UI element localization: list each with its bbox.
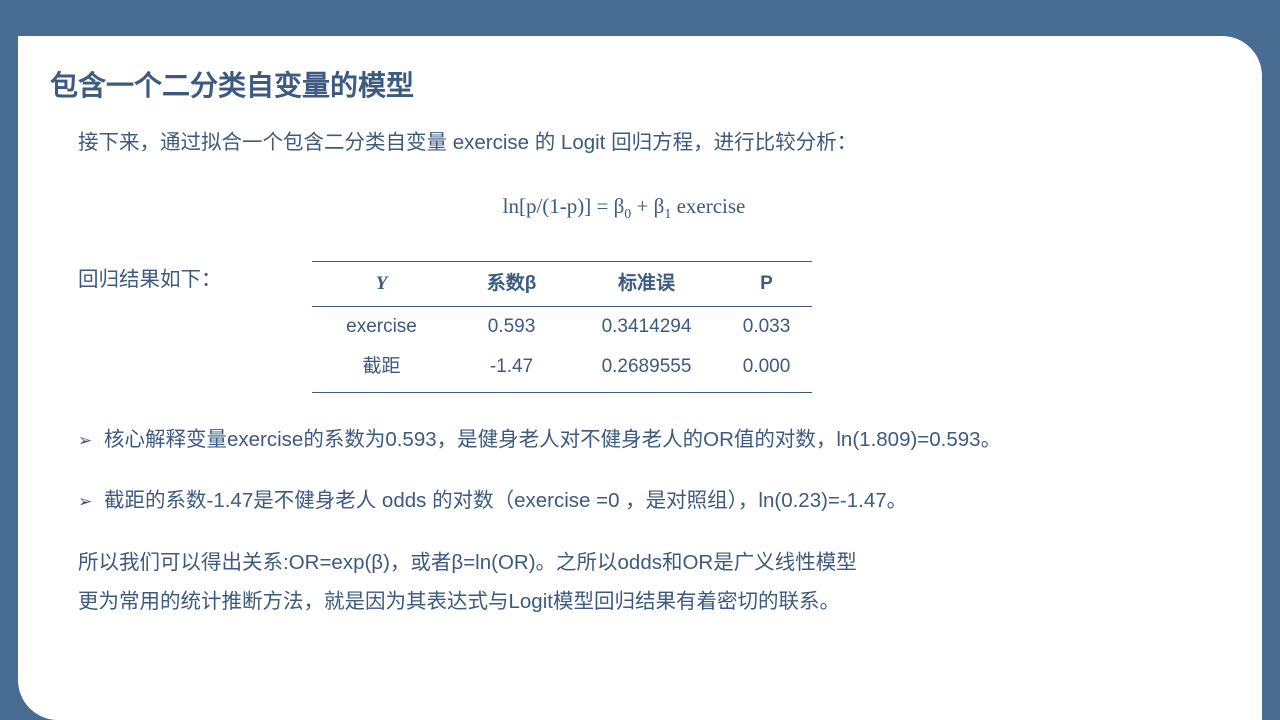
conclusion-line: 所以我们可以得出关系:OR=exp(β)，或者β=ln(OR)。之所以odds和…	[78, 544, 1230, 583]
cell-p: 0.000	[722, 347, 812, 392]
bullet-arrow-icon: ➢	[78, 484, 104, 519]
result-label: 回归结果如下：	[78, 261, 222, 298]
cell-se: 0.2689555	[572, 347, 722, 392]
conclusion: 所以我们可以得出关系:OR=exp(β)，或者β=ln(OR)。之所以odds和…	[78, 544, 1230, 622]
conclusion-line: 更为常用的统计推断方法，就是因为其表达式与Logit模型回归结果有着密切的联系。	[78, 583, 1230, 622]
bullet-text: 核心解释变量exercise的系数为0.593，是健身老人对不健身老人的OR值的…	[104, 423, 1001, 458]
cell-beta: -1.47	[452, 347, 572, 392]
bullet-arrow-icon: ➢	[78, 423, 104, 458]
eq-mid: + β	[631, 194, 664, 218]
th-p: P	[722, 261, 812, 306]
slide-content: 接下来，通过拟合一个包含二分类自变量 exercise 的 Logit 回归方程…	[50, 126, 1230, 622]
slide-title: 包含一个二分类自变量的模型	[50, 64, 1230, 104]
table-row: exercise 0.593 0.3414294 0.033	[312, 307, 812, 348]
bullet-item: ➢ 截距的系数-1.47是不健身老人 odds 的对数（exercise =0 …	[78, 484, 1230, 519]
cell-se: 0.3414294	[572, 307, 722, 348]
intro-text: 接下来，通过拟合一个包含二分类自变量 exercise 的 Logit 回归方程…	[78, 126, 1230, 161]
th-se: 标准误	[572, 261, 722, 306]
bullet-list: ➢ 核心解释变量exercise的系数为0.593，是健身老人对不健身老人的OR…	[78, 423, 1230, 519]
cell-beta: 0.593	[452, 307, 572, 348]
cell-y: 截距	[312, 347, 452, 392]
cell-p: 0.033	[722, 307, 812, 348]
result-row: 回归结果如下： Y 系数β 标准误 P	[78, 261, 1230, 393]
bullet-item: ➢ 核心解释变量exercise的系数为0.593，是健身老人对不健身老人的OR…	[78, 423, 1230, 458]
table-row: 截距 -1.47 0.2689555 0.000	[312, 347, 812, 392]
regression-table: Y 系数β 标准误 P exercise 0.593 0.3414294 0.0…	[312, 261, 812, 393]
cell-y: exercise	[312, 307, 452, 348]
th-y: Y	[312, 261, 452, 306]
equation: ln[p/(1-p)] = β0 + β1 exercise	[78, 189, 1230, 227]
th-beta: 系数β	[452, 261, 572, 306]
eq-rhs: exercise	[671, 194, 745, 218]
slide: 包含一个二分类自变量的模型 接下来，通过拟合一个包含二分类自变量 exercis…	[18, 36, 1262, 720]
eq-lhs: ln[p/(1-p)] = β	[503, 194, 625, 218]
bullet-text: 截距的系数-1.47是不健身老人 odds 的对数（exercise =0 ，是…	[104, 484, 907, 519]
